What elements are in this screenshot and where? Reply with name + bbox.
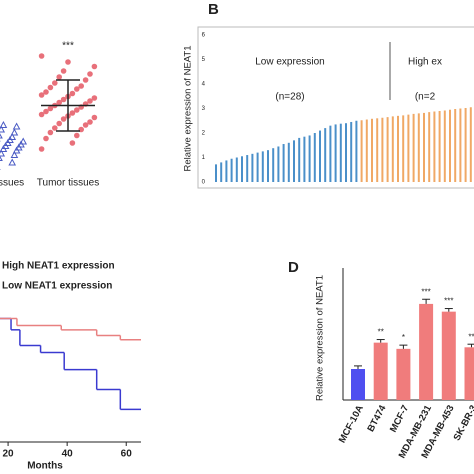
point <box>38 53 45 59</box>
point <box>56 74 62 80</box>
point <box>69 90 76 97</box>
bar <box>351 369 365 400</box>
category-label: MCF-10A <box>337 403 366 445</box>
point <box>60 116 67 122</box>
category-label: issues <box>0 178 24 189</box>
point <box>82 122 89 128</box>
point <box>56 99 62 106</box>
legend-label: Low NEAT1 expression <box>2 281 112 292</box>
point <box>47 105 54 112</box>
x-tick-label: 20 <box>3 449 15 460</box>
point <box>56 120 62 127</box>
significance: * <box>402 333 405 342</box>
point <box>91 114 98 121</box>
point <box>43 108 49 115</box>
point <box>60 96 67 103</box>
point <box>0 133 3 139</box>
annotation: High ex <box>408 57 442 68</box>
annotation: Low expression <box>255 57 324 68</box>
point <box>52 80 58 86</box>
point <box>38 111 45 118</box>
point <box>12 122 21 130</box>
point <box>52 125 58 131</box>
panel-label: D <box>288 259 299 276</box>
point <box>91 95 98 101</box>
annotation: (n=28) <box>275 92 304 103</box>
panel-label: B <box>208 1 219 18</box>
point <box>78 83 84 89</box>
y-axis-label: Relative expression of NEAT1 <box>315 275 326 401</box>
point <box>87 71 93 77</box>
y-tick-label: 0 <box>202 180 206 186</box>
point <box>74 86 80 92</box>
point <box>10 150 19 158</box>
point <box>38 92 45 98</box>
legend-label: High NEAT1 expression <box>2 261 115 272</box>
y-tick-label: 3 <box>202 106 206 112</box>
point <box>69 140 76 146</box>
point <box>87 98 93 104</box>
significance: ** <box>378 328 384 337</box>
y-tick-label: 1 <box>202 155 206 161</box>
point <box>91 63 98 70</box>
point <box>74 107 80 113</box>
point <box>47 84 54 91</box>
x-tick-label: 40 <box>62 449 74 460</box>
point <box>60 68 67 74</box>
y-tick-label: 6 <box>202 33 206 39</box>
plot-frame <box>197 26 474 189</box>
y-tick-label: 2 <box>202 131 206 137</box>
x-axis-label: Months <box>27 461 63 472</box>
annotation: (n=2 <box>415 92 436 103</box>
y-tick-label: 4 <box>202 82 206 88</box>
point <box>0 125 6 133</box>
bar <box>396 348 411 400</box>
point <box>47 129 54 136</box>
significance: *** <box>444 297 453 306</box>
significance: *** <box>421 287 430 296</box>
point <box>43 135 49 142</box>
point <box>0 155 3 161</box>
point <box>0 120 8 128</box>
x-tick-label: 60 <box>121 449 133 460</box>
point <box>19 137 28 145</box>
point <box>65 59 71 65</box>
point <box>43 89 49 95</box>
bar <box>373 342 388 400</box>
category-label: BT474 <box>365 403 388 434</box>
point <box>69 110 76 116</box>
point <box>82 77 89 83</box>
point <box>38 146 45 152</box>
category-label: MCF-7 <box>388 403 411 434</box>
point <box>10 128 19 136</box>
point <box>8 132 17 140</box>
point <box>74 132 80 139</box>
significance: ** <box>468 332 474 341</box>
point <box>8 158 17 166</box>
point <box>0 149 6 157</box>
point <box>87 119 93 125</box>
category-label: Tumor tissues <box>37 178 99 189</box>
significance: *** <box>62 41 74 52</box>
bar <box>464 347 474 400</box>
y-axis-label: Relative expression of NEAT1 <box>183 45 194 171</box>
y-tick-label: 5 <box>202 57 206 63</box>
bar <box>441 311 456 400</box>
bar <box>419 303 434 400</box>
